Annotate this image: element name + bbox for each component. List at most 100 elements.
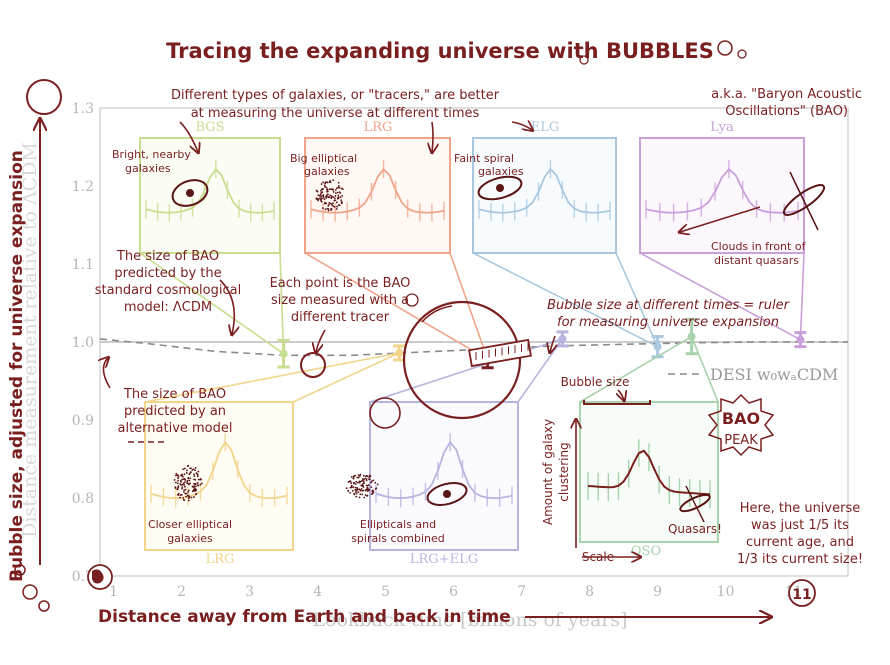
lrg-caption: Big elliptical: [290, 152, 357, 165]
galaxy-star: [322, 181, 324, 184]
inset-label-lrg-low: LRG: [206, 552, 235, 567]
galaxy-star: [370, 493, 373, 495]
eleven-label: 11: [792, 587, 811, 603]
galaxy-star: [337, 184, 340, 187]
inset-label-elg: ELG: [531, 120, 560, 135]
x-tick-label: 6: [449, 584, 458, 600]
lrg-caption: galaxies: [304, 165, 350, 178]
galaxy-star: [328, 201, 331, 204]
age-note: was just 1/5 its: [751, 518, 849, 533]
galaxy-star: [182, 497, 185, 499]
galaxy-star: [370, 486, 373, 488]
galaxy-star: [358, 481, 361, 483]
ruler-note: for measuring universe expansion: [557, 315, 779, 330]
galaxy-star: [180, 484, 183, 486]
galaxy-star: [374, 481, 377, 484]
bao-aka: a.k.a. "Baryon Acoustic: [711, 87, 862, 102]
galaxy-star: [365, 479, 368, 482]
galaxy-star: [190, 496, 193, 499]
galaxy-star: [185, 472, 188, 474]
lcdm-note: standard cosmological: [95, 283, 241, 298]
galaxy-star: [361, 483, 364, 486]
galaxy-star: [183, 489, 186, 492]
elliptical-galaxy-icon: [315, 179, 344, 212]
galaxy-star: [361, 478, 364, 480]
combined-caption: Ellipticals and: [360, 518, 436, 531]
galaxy-star: [349, 480, 352, 483]
galaxy-star: [338, 204, 341, 207]
x-tick-labels: 1 2 3 4 5 6 7 8 9 10 11: [109, 584, 802, 600]
combined-caption: spirals combined: [351, 532, 445, 545]
inset-label-lrg: LRG: [364, 120, 393, 135]
galaxy-star: [199, 483, 202, 486]
galaxy-star: [372, 491, 375, 494]
galaxy-star: [177, 479, 179, 482]
alt-model-note: alternative model: [117, 421, 232, 436]
galaxy-star: [191, 469, 194, 471]
decorative-bubbles: [14, 40, 747, 612]
quasar-jet-icon: [685, 485, 705, 523]
x-tick-label: 10: [717, 584, 735, 600]
bgs-caption: galaxies: [125, 162, 171, 175]
galaxy-star: [324, 202, 326, 205]
quasars-label: Quasars!: [668, 522, 722, 536]
galaxy-star: [175, 472, 178, 475]
galaxy-star: [349, 491, 351, 494]
galaxy-star: [330, 207, 333, 210]
galaxy-star: [320, 192, 322, 195]
galaxy-star: [329, 194, 332, 197]
point-note: size measured with a: [271, 293, 409, 308]
galaxy-star: [357, 474, 360, 476]
galaxy-star: [194, 469, 196, 472]
bubble-icon: [579, 55, 589, 65]
galaxy-star: [173, 479, 176, 481]
galaxy-star: [177, 477, 180, 480]
galaxy-star: [177, 475, 180, 478]
galaxy-star: [352, 486, 355, 489]
y-tick-label: 1.3: [72, 101, 94, 117]
galaxy-star: [179, 496, 181, 499]
galaxy-star: [359, 493, 362, 496]
arrow: [316, 329, 326, 352]
bubble-icon: [38, 600, 50, 612]
x-tick-label: 9: [653, 584, 662, 600]
galaxy-star: [337, 196, 340, 199]
galaxy-star: [195, 472, 198, 475]
galaxy-star: [182, 475, 184, 478]
galaxy-star: [187, 499, 190, 502]
connector-line: [579, 335, 693, 403]
galaxy-star: [364, 477, 367, 480]
galaxy-star: [375, 487, 378, 490]
galaxy-star: [200, 482, 203, 485]
galaxy-star: [183, 484, 186, 486]
y-tick-labels: 0.70.80.91.01.11.21.3: [72, 101, 94, 585]
inset-bgs: [139, 137, 281, 254]
galaxy-star: [327, 205, 330, 207]
connector-line: [639, 252, 801, 341]
galaxy-star: [363, 496, 366, 499]
galaxy-star: [189, 472, 192, 474]
galaxy-star: [363, 482, 365, 485]
inset-lrg-elg: [369, 401, 519, 551]
galaxy-star: [365, 478, 368, 480]
x-tick-label: 3: [245, 584, 254, 600]
galaxy-star: [355, 489, 358, 492]
galaxy-star: [354, 483, 357, 485]
galaxy-star: [197, 478, 200, 481]
galaxy-star: [330, 196, 333, 199]
galaxy-star: [360, 487, 363, 490]
galaxy-star: [359, 489, 362, 492]
galaxy-star: [185, 492, 188, 495]
galaxy-star: [195, 489, 198, 491]
galaxy-star: [174, 474, 177, 477]
galaxy-star: [361, 493, 364, 496]
x-tick-label: 8: [585, 584, 594, 600]
galaxy-star: [325, 202, 328, 205]
galaxy-star: [183, 491, 185, 493]
galaxy-core-icon: [443, 490, 451, 498]
galaxy-star: [333, 197, 336, 200]
galaxy-star: [193, 496, 195, 498]
galaxy-star: [328, 181, 331, 184]
legend-label: DESI w₀wₐCDM: [710, 365, 838, 384]
